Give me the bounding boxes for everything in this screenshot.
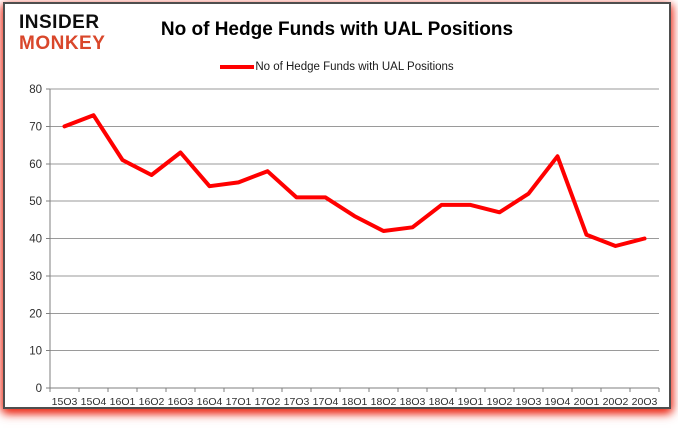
- x-axis-label: 19Q2: [487, 396, 513, 405]
- x-axis-label: 15Q4: [81, 396, 107, 405]
- chart-card: INSIDER MONKEY No of Hedge Funds with UA…: [3, 2, 671, 409]
- x-axis-label: 18Q3: [400, 396, 426, 405]
- x-axis-label: 17Q3: [284, 396, 310, 405]
- x-axis-label: 19Q4: [545, 396, 571, 405]
- x-axis-label: 18Q1: [342, 396, 368, 405]
- line-chart-plot-area: 0 10 20 30 40 50 60 70 80 15Q3 15Q4 16Q1 16Q2 16Q3 16Q…: [29, 84, 660, 405]
- y-axis-label: 60: [29, 159, 42, 171]
- y-axis-label: 70: [29, 121, 42, 133]
- x-axis-label: 18Q2: [371, 396, 397, 405]
- chart-legend: No of Hedge Funds with UAL Positions: [5, 61, 669, 73]
- y-axis-label: 40: [29, 234, 42, 246]
- x-axis-label: 19Q3: [516, 396, 542, 405]
- y-axis-label: 80: [29, 84, 42, 96]
- x-axis-label: 16Q3: [168, 396, 194, 405]
- x-axis-label: 20Q2: [603, 396, 629, 405]
- x-axis-label: 16Q2: [139, 396, 165, 405]
- x-axis-label: 17Q1: [226, 396, 252, 405]
- legend-label: No of Hedge Funds with UAL Positions: [255, 61, 454, 73]
- logo-line-insider: INSIDER: [19, 12, 100, 33]
- y-axis-label: 0: [36, 383, 42, 395]
- logo-line-monkey: MONKEY: [19, 33, 106, 54]
- x-axis-label: 20Q3: [632, 396, 658, 405]
- x-axis-label: 15Q3: [52, 396, 78, 405]
- legend-line-swatch: [220, 65, 255, 69]
- insider-monkey-logo: INSIDER MONKEY: [19, 12, 105, 54]
- x-axis-label: 18Q4: [429, 396, 455, 405]
- y-axis-label: 20: [29, 308, 42, 320]
- x-axis-label: 16Q4: [197, 396, 223, 405]
- x-axis-label: 19Q1: [458, 396, 484, 405]
- x-axis-label: 17Q2: [255, 396, 281, 405]
- x-axis-label: 17Q4: [313, 396, 339, 405]
- chart-title: No of Hedge Funds with UAL Positions: [160, 19, 514, 40]
- x-axis-label: 16Q1: [110, 396, 136, 405]
- series-line-hedge-funds: [62, 113, 647, 248]
- y-axis-label: 50: [29, 196, 42, 208]
- y-axis-label: 30: [29, 271, 42, 283]
- x-axis-label: 20Q1: [574, 396, 600, 405]
- y-axis-label: 10: [29, 346, 42, 358]
